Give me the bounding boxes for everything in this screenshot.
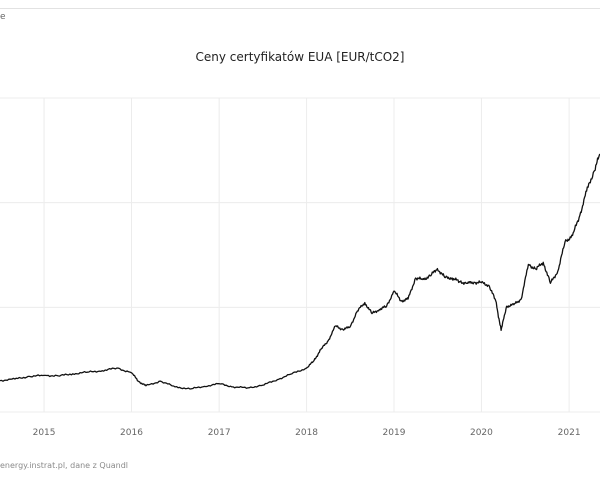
x-tick-label: 2021 [558, 428, 581, 438]
corner-label: e [0, 12, 6, 22]
x-tick-label: 2016 [120, 428, 143, 438]
x-tick-label: 2018 [295, 428, 318, 438]
x-tick-label: 2020 [470, 428, 493, 438]
x-tick-label: 2015 [33, 428, 56, 438]
top-rule [0, 8, 600, 9]
series-group [0, 153, 600, 390]
horizontal-gridlines [0, 97, 600, 413]
source-footer: energy.instrat.pl, dane z Quandl [0, 461, 129, 470]
chart-title: Ceny certyfikatów EUA [EUR/tCO2] [195, 50, 405, 64]
eua-price-line [0, 153, 600, 390]
x-tick-labels: 2015 2016 2017 2018 2019 2020 2021 [33, 428, 581, 438]
x-tick-label: 2019 [383, 428, 406, 438]
vertical-gridlines [43, 98, 570, 412]
x-tick-label: 2017 [208, 428, 231, 438]
